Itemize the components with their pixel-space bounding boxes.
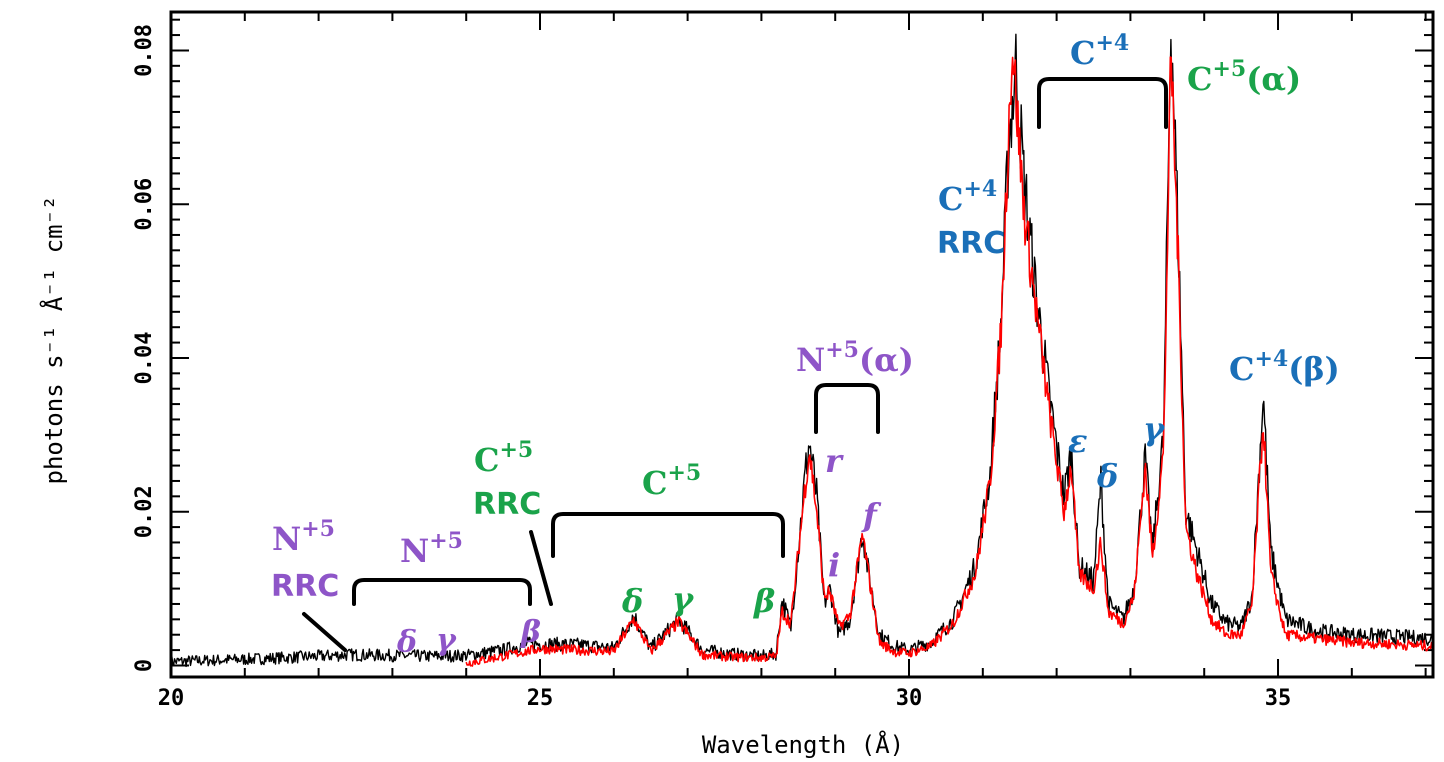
y-tick-label: 0.02	[132, 485, 157, 538]
label-c4-rrc: C+4	[938, 176, 997, 218]
axis-ticks: 20 25 30 35 0 0.02 0.04 0.06 0.08	[132, 12, 1433, 711]
plot-frame	[169, 10, 1435, 679]
bracket-n5-series	[352, 578, 532, 606]
label-c5-rrc-word: RRC	[473, 487, 541, 522]
annotation-brackets	[302, 77, 1168, 652]
label-n5-gamma: γ	[436, 623, 457, 658]
bracket-c5-series	[551, 512, 785, 558]
label-c4-gamma: γ	[1143, 410, 1166, 448]
label-c4-delta: δ	[1096, 457, 1118, 495]
bracket-n5-alpha	[814, 383, 880, 434]
label-c4-rrc-word: RRC	[937, 226, 1005, 261]
model-series-line	[465, 56, 1434, 667]
label-n5-r: r	[825, 442, 844, 480]
label-n5-alpha: N+5(α)	[796, 337, 914, 379]
label-c5-gamma: γ	[672, 580, 695, 618]
label-n5-i: i	[828, 546, 840, 584]
label-c4-beta: C+4(β)	[1229, 346, 1340, 388]
y-tick-label: 0.08	[132, 24, 157, 77]
y-tick-label: 0.06	[132, 178, 157, 231]
label-n5-delta: δ	[396, 625, 417, 660]
label-c5-beta: β	[753, 582, 775, 620]
label-n5-beta: β	[520, 615, 541, 650]
x-tick-label: 25	[527, 686, 554, 711]
pointer-c5-rrc	[529, 530, 553, 606]
label-n5-series: N+5	[400, 528, 463, 570]
label-c5-alpha: C+5(α)	[1187, 56, 1301, 98]
y-tick-label: 0.04	[132, 331, 157, 384]
bracket-c4-series	[1037, 77, 1168, 129]
label-c5-rrc: C+5	[474, 437, 533, 479]
label-c5-delta: δ	[621, 582, 643, 620]
pointer-n5-rrc	[302, 612, 347, 652]
x-tick-label: 35	[1265, 686, 1292, 711]
label-n5-rrc: N+5	[272, 516, 335, 558]
x-axis-label: Wavelength (Å)	[702, 730, 904, 759]
label-n5-rrc-word: RRC	[271, 569, 339, 604]
x-tick-label: 20	[158, 686, 185, 711]
x-tick-label: 30	[896, 686, 923, 711]
y-tick-label: 0	[132, 659, 157, 672]
label-n5-f: f	[861, 496, 882, 534]
annotation-labels: N+5 RRC N+5 δ γ β C+5 RRC C+5 δ γ β N+5(…	[271, 30, 1340, 660]
label-c4-series: C+4	[1070, 30, 1129, 72]
y-axis-label: photons s⁻¹ Å⁻¹ cm⁻²	[39, 196, 68, 485]
series-layer	[170, 33, 1434, 668]
label-c4-eps: ε	[1068, 422, 1087, 460]
label-c5-series: C+5	[642, 460, 701, 502]
